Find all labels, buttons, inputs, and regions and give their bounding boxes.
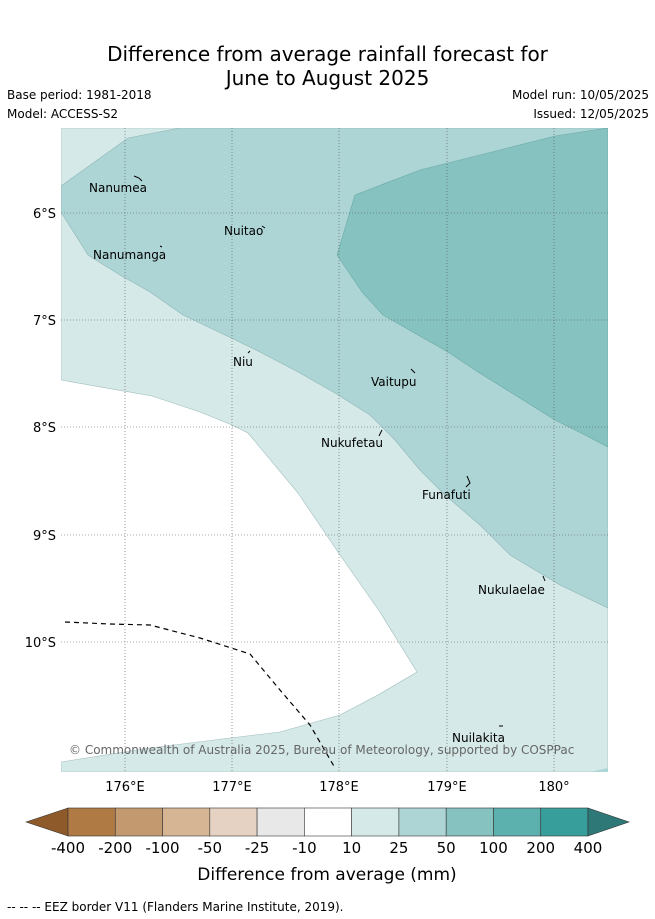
colorbar-swatch (209, 807, 258, 837)
lat-label-6s: 6°S (33, 207, 56, 222)
island-label-nanumanga: Nanumanga (93, 248, 166, 262)
island-label-niu: Niu (233, 355, 253, 369)
island-shape-nukufetau (378, 429, 383, 437)
graticule (61, 128, 608, 772)
colorbar-swatch (351, 807, 400, 837)
colorbar-tick-label: 25 (389, 839, 408, 857)
colorbar-tick-label: 200 (526, 839, 555, 857)
base-period-label: Base period: 1981-2018 (7, 88, 152, 102)
model-run-label: Model run: 10/05/2025 (511, 88, 649, 102)
issued-label: Issued: 12/05/2025 (533, 107, 649, 121)
island-shape-vaitupu (410, 368, 416, 374)
island-label-nuitao: Nuitao (224, 224, 263, 238)
eez-border (64, 621, 336, 769)
colorbar-swatch (162, 807, 211, 837)
island-shape-nukulaelae (542, 575, 546, 582)
eez-footnote: -- -- -- EEZ border V11 (Flanders Marine… (7, 900, 344, 914)
lon-label-179e: 179°E (427, 780, 467, 795)
lat-label-7s: 7°S (33, 314, 56, 329)
island-label-nuilakita: Nuilakita (452, 731, 505, 745)
island-label-vaitupu: Vaitupu (371, 375, 417, 389)
colorbar-swatch (445, 807, 494, 837)
map-title-line1: Difference from average rainfall forecas… (107, 42, 548, 66)
colorbar-swatch (493, 807, 542, 837)
colorbar-tick-label: -400 (51, 839, 85, 857)
island-outlines (133, 175, 546, 727)
colorbar-swatch (540, 807, 589, 837)
lon-label-176e: 176°E (105, 780, 145, 795)
model-label: Model: ACCESS-S2 (7, 107, 119, 121)
island-shape-nanumanga (159, 245, 163, 248)
colorbar-extend-low (25, 807, 69, 837)
island-shape-funafuti (465, 475, 471, 488)
island-label-nukufetau: Nukufetau (321, 436, 383, 450)
colorbar-tick-label: -10 (292, 839, 317, 857)
lon-label-177e: 177°E (212, 780, 252, 795)
lon-label-178e: 178°E (319, 780, 359, 795)
colorbar-swatch (398, 807, 447, 837)
colorbar-swatch (256, 807, 305, 837)
rain-band-bottom-right (590, 768, 608, 772)
rain-band-50-100 (336, 128, 608, 448)
colorbar-tick-label: 10 (342, 839, 361, 857)
island-shape-nuitao (261, 225, 266, 229)
colorbar-title: Difference from average (mm) (197, 865, 456, 885)
lat-label-8s: 8°S (33, 421, 56, 436)
colorbar-tick-label: 100 (479, 839, 508, 857)
colorbar: -400 -200 -100 -50 -25 -10 10 25 50 100 200 400 (25, 807, 630, 857)
colorbar-extend-high (587, 807, 630, 837)
island-label-nukulaelae: Nukulaelae (478, 583, 545, 597)
copyright-notice: © Commonwealth of Australia 2025, Bureau… (69, 743, 574, 757)
colorbar-swatch (304, 807, 352, 837)
map-title-line2: June to August 2025 (225, 66, 430, 90)
colorbar-tick-label: -100 (146, 839, 180, 857)
lat-label-9s: 9°S (33, 529, 56, 544)
colorbar-tick-label: -25 (245, 839, 270, 857)
island-label-funafuti: Funafuti (422, 488, 471, 502)
colorbar-tick-label: -200 (98, 839, 132, 857)
colorbar-tick-label: 50 (437, 839, 456, 857)
lon-label-180: 180° (538, 780, 569, 795)
map-area: Nanumea Nuitao Nanumanga Niu Vaitupu Nuk… (61, 128, 608, 772)
colorbar-tick-label: 400 (574, 839, 603, 857)
island-label-nanumea: Nanumea (89, 181, 147, 195)
island-shape-nanumea (133, 175, 143, 182)
lat-label-10s: 10°S (25, 636, 56, 651)
colorbar-swatch (114, 807, 163, 837)
island-shape-niu (247, 350, 251, 354)
colorbar-swatch (67, 807, 116, 837)
colorbar-tick-label: -50 (198, 839, 223, 857)
